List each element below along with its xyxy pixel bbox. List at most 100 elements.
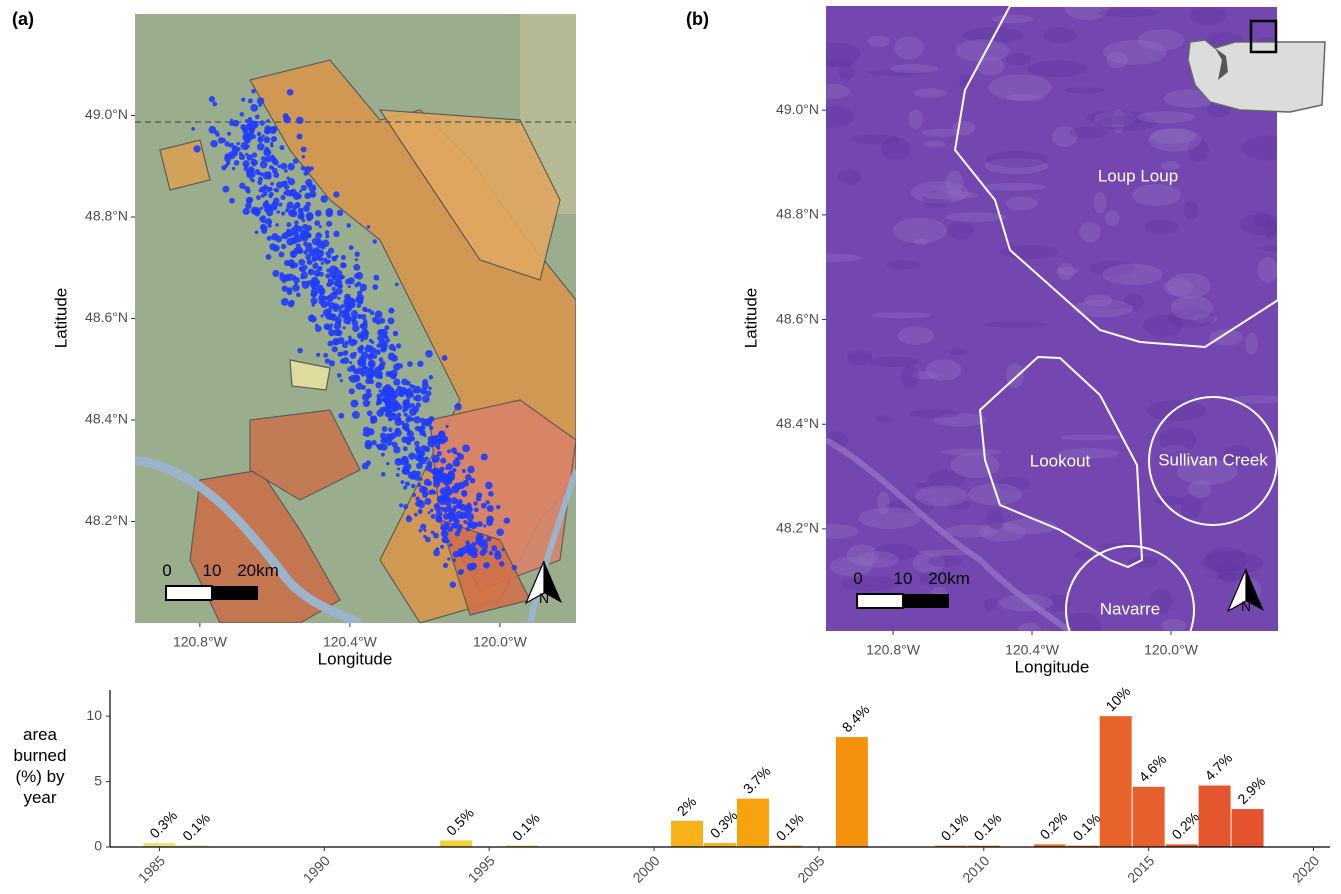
value-label: 0.1% — [938, 810, 972, 844]
burn-point — [293, 158, 299, 164]
burn-point — [377, 336, 382, 341]
burn-point — [499, 561, 505, 567]
burn-point — [191, 127, 195, 131]
burn-point — [331, 256, 336, 261]
figure: (a) (b) 120.8°W120.4°W120.0°W48.2°N48.4°… — [0, 0, 1341, 894]
y-tick-label: 48.8°N — [776, 206, 819, 222]
burn-point — [488, 491, 494, 497]
burn-point — [287, 163, 295, 171]
burn-point — [325, 234, 329, 238]
burn-point — [310, 316, 317, 323]
burn-point — [257, 97, 264, 104]
burn-point — [299, 190, 302, 193]
burn-point — [333, 303, 339, 309]
burn-point — [283, 116, 291, 124]
burn-point — [423, 418, 431, 426]
burn-point — [391, 355, 398, 362]
burn-point — [355, 258, 358, 261]
burn-point — [270, 142, 273, 145]
relief — [880, 138, 910, 160]
burn-point — [409, 392, 413, 396]
value-label: 0.1% — [1070, 810, 1104, 844]
burn-point — [306, 260, 309, 263]
burn-point — [345, 279, 351, 285]
burn-point — [426, 391, 432, 397]
burn-point — [298, 259, 305, 266]
burn-point — [430, 436, 437, 443]
burn-point — [370, 311, 375, 316]
burn-point — [349, 375, 357, 383]
value-label: 0.2% — [1168, 809, 1202, 843]
x-tick-label: 2005 — [794, 852, 827, 885]
burn-point — [467, 466, 475, 474]
burn-point — [481, 503, 487, 509]
burn-point — [413, 397, 417, 401]
burn-point — [426, 461, 432, 467]
scale-bar-label: 10 — [203, 561, 222, 580]
burn-point — [287, 201, 294, 208]
burn-point — [338, 413, 344, 419]
burn-point — [328, 315, 331, 318]
burn-point — [414, 441, 420, 447]
relief — [1102, 264, 1162, 285]
burn-point — [392, 399, 398, 405]
burn-point — [481, 542, 488, 549]
burn-point — [261, 194, 265, 198]
relief — [1006, 197, 1038, 211]
region-label: Navarre — [1100, 599, 1160, 618]
burn-point — [364, 346, 370, 352]
relief — [1138, 29, 1184, 51]
relief — [913, 88, 946, 98]
burn-point — [350, 400, 358, 408]
burn-point — [423, 535, 427, 539]
burn-point — [361, 314, 367, 320]
burn-point — [348, 338, 352, 342]
y-tick-label: 48.6°N — [776, 310, 819, 326]
burn-point — [308, 243, 312, 247]
burn-point — [255, 230, 259, 234]
burn-point — [448, 515, 453, 520]
y-tick-label: 48.6°N — [85, 309, 128, 325]
burn-point — [340, 262, 346, 268]
burn-point — [361, 352, 368, 359]
relief — [1159, 428, 1197, 453]
burn-point — [264, 185, 267, 188]
burn-point — [246, 134, 253, 141]
burn-point — [390, 373, 396, 379]
value-label: 0.1% — [179, 810, 213, 844]
burn-point — [301, 236, 305, 240]
burn-point — [380, 329, 387, 336]
burn-point — [486, 536, 491, 541]
burn-point — [270, 166, 274, 170]
burn-point — [431, 531, 435, 535]
burn-point — [354, 251, 359, 256]
burn-point — [365, 433, 369, 437]
burn-point — [315, 325, 322, 332]
burn-point — [433, 474, 439, 480]
burn-point — [417, 501, 425, 509]
burn-point — [367, 410, 373, 416]
burn-point — [210, 140, 217, 147]
x-tick-label: 120.8°W — [866, 642, 921, 658]
burn-point — [455, 457, 459, 461]
relief — [802, 253, 861, 262]
region-label: Sullivan Creek — [1158, 450, 1268, 469]
burn-point — [249, 177, 253, 181]
relief — [928, 556, 962, 567]
relief — [867, 36, 889, 48]
burn-point — [257, 143, 265, 151]
burn-point — [418, 510, 422, 514]
burn-point — [404, 408, 407, 411]
burn-point — [477, 521, 483, 527]
burn-point — [319, 286, 324, 291]
burn-point — [462, 469, 466, 473]
relief — [1209, 329, 1242, 345]
relief — [838, 169, 861, 185]
relief — [987, 508, 1004, 530]
burn-point — [321, 262, 324, 265]
burn-point — [271, 233, 278, 240]
burn-point — [296, 293, 301, 298]
value-label: 0.3% — [146, 807, 180, 841]
region-label: Lookout — [1030, 451, 1091, 470]
x-tick-label: 120.4°W — [323, 634, 378, 650]
